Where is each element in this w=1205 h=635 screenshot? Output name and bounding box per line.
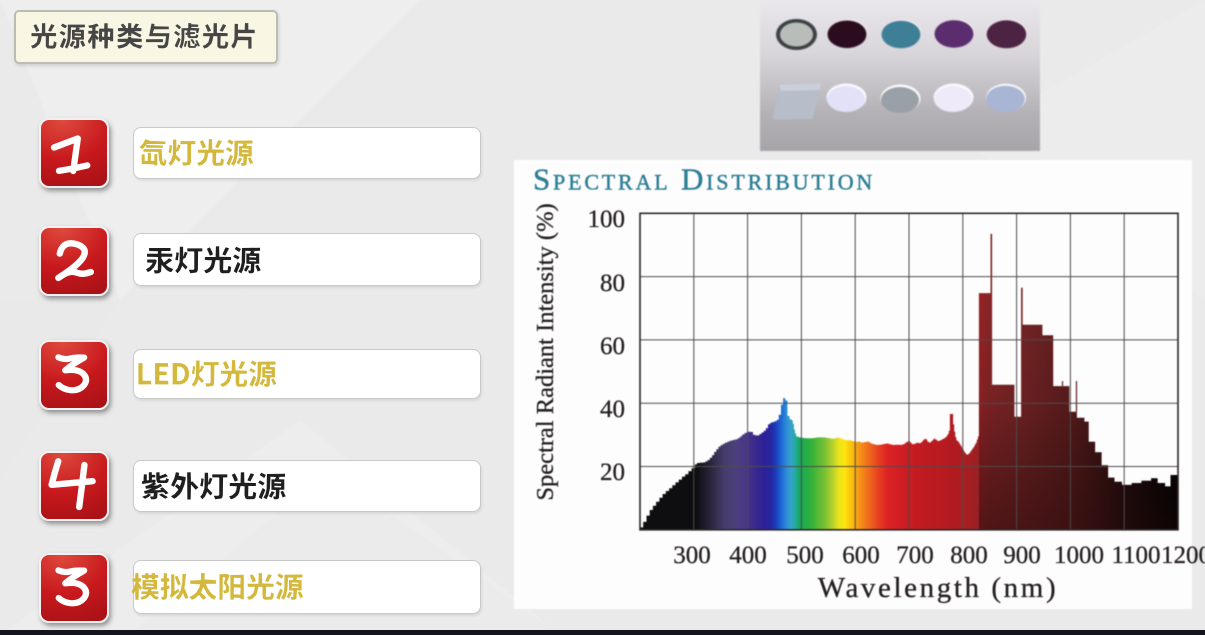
- svg-text:80: 80: [600, 270, 625, 297]
- svg-text:1100: 1100: [1111, 542, 1160, 569]
- svg-text:300: 300: [673, 542, 711, 569]
- svg-text:1200: 1200: [1161, 542, 1205, 569]
- svg-text:100: 100: [588, 206, 626, 233]
- svg-text:400: 400: [729, 542, 767, 569]
- svg-text:20: 20: [600, 459, 625, 486]
- svg-text:40: 40: [600, 396, 625, 423]
- svg-text:Spectral Radiant Intensity (%): Spectral Radiant Intensity (%): [532, 203, 559, 500]
- svg-text:60: 60: [600, 333, 625, 360]
- svg-text:900: 900: [1003, 542, 1041, 569]
- svg-text:1000: 1000: [1054, 542, 1104, 569]
- svg-text:600: 600: [842, 542, 880, 569]
- svg-text:500: 500: [786, 542, 824, 569]
- svg-text:Spectral Distribution: Spectral Distribution: [533, 162, 875, 197]
- svg-text:Wavelength (nm): Wavelength (nm): [818, 572, 1058, 604]
- svg-text:700: 700: [896, 542, 934, 569]
- svg-text:800: 800: [950, 542, 988, 569]
